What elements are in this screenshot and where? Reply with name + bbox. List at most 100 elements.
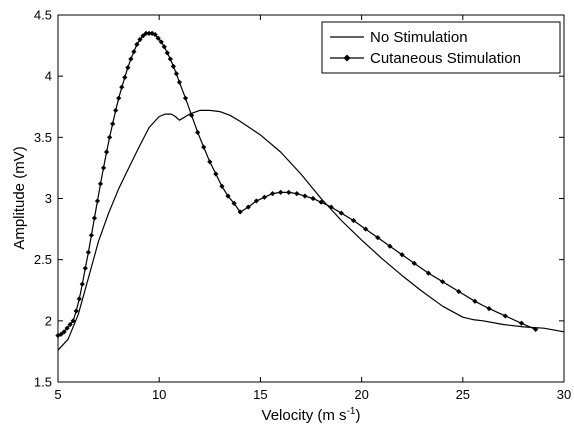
data-point-cutaneous-stimulation <box>411 260 417 266</box>
data-point-cutaneous-stimulation <box>119 84 125 90</box>
data-point-cutaneous-stimulation <box>518 320 525 326</box>
data-point-cutaneous-stimulation <box>61 329 67 335</box>
data-point-cutaneous-stimulation <box>237 209 243 215</box>
data-point-cutaneous-stimulation <box>107 134 113 140</box>
data-point-cutaneous-stimulation <box>439 279 446 285</box>
data-point-cutaneous-stimulation <box>201 144 207 150</box>
x-tick-label: 10 <box>152 387 166 402</box>
data-point-cutaneous-stimulation <box>131 49 137 55</box>
data-point-cutaneous-stimulation <box>167 56 173 62</box>
data-point-cutaneous-stimulation <box>375 235 381 241</box>
series-layer <box>55 30 565 351</box>
data-point-cutaneous-stimulation <box>328 204 334 210</box>
data-point-cutaneous-stimulation <box>472 298 478 304</box>
data-point-cutaneous-stimulation <box>253 198 259 204</box>
data-point-cutaneous-stimulation <box>173 71 180 77</box>
data-point-cutaneous-stimulation <box>533 326 539 332</box>
x-tick-label: 25 <box>456 387 470 402</box>
data-point-cutaneous-stimulation <box>91 215 98 221</box>
y-tick-label: 4 <box>45 69 52 84</box>
y-axis-label: Amplitude (mV) <box>11 146 28 249</box>
data-point-cutaneous-stimulation <box>70 318 76 324</box>
data-point-cutaneous-stimulation <box>113 107 119 114</box>
y-tick-label: 4.5 <box>34 8 52 23</box>
data-point-cutaneous-stimulation <box>100 165 107 171</box>
data-point-cutaneous-stimulation <box>134 41 140 47</box>
data-point-cutaneous-stimulation <box>176 79 183 85</box>
data-point-cutaneous-stimulation <box>286 189 292 195</box>
x-tick-label: 15 <box>253 387 267 402</box>
y-tick-label: 3.5 <box>34 130 52 145</box>
data-point-cutaneous-stimulation <box>456 288 462 295</box>
x-tick-label: 5 <box>54 387 61 402</box>
data-point-cutaneous-stimulation <box>67 321 73 328</box>
y-tick-label: 1.5 <box>34 375 52 390</box>
data-point-cutaneous-stimulation <box>128 56 134 62</box>
data-point-cutaneous-stimulation <box>146 30 152 36</box>
series-line-no-stimulation <box>57 109 565 351</box>
data-point-cutaneous-stimulation <box>79 281 85 287</box>
data-point-cutaneous-stimulation <box>170 63 176 69</box>
data-point-cutaneous-stimulation <box>97 181 104 187</box>
x-tick-label: 30 <box>557 387 571 402</box>
data-point-cutaneous-stimulation <box>88 232 94 238</box>
data-point-cutaneous-stimulation <box>158 39 164 45</box>
data-point-cutaneous-stimulation <box>213 171 219 177</box>
data-point-cutaneous-stimulation <box>338 210 344 216</box>
data-point-cutaneous-stimulation <box>225 193 231 199</box>
y-tick-label: 3 <box>45 191 52 206</box>
data-point-cutaneous-stimulation <box>82 265 88 271</box>
data-point-cutaneous-stimulation <box>261 194 268 200</box>
data-point-cutaneous-stimulation <box>122 74 128 80</box>
data-point-cutaneous-stimulation <box>231 200 237 206</box>
data-point-cutaneous-stimulation <box>116 95 122 101</box>
data-point-cutaneous-stimulation <box>278 189 284 195</box>
data-point-cutaneous-stimulation <box>85 249 91 255</box>
data-point-cutaneous-stimulation <box>318 199 324 205</box>
data-point-cutaneous-stimulation <box>73 308 79 314</box>
data-point-cutaneous-stimulation <box>155 35 161 41</box>
data-point-cutaneous-stimulation <box>76 296 82 302</box>
legend-label-cutaneous-stimulation: Cutaneous Stimulation <box>370 50 521 67</box>
data-point-cutaneous-stimulation <box>140 33 146 39</box>
data-point-cutaneous-stimulation <box>195 129 201 136</box>
data-point-cutaneous-stimulation <box>188 112 195 118</box>
data-point-cutaneous-stimulation <box>110 121 116 127</box>
data-point-cutaneous-stimulation <box>137 36 143 43</box>
x-tick-label: 20 <box>354 387 368 402</box>
data-point-cutaneous-stimulation <box>269 191 276 197</box>
data-point-cutaneous-stimulation <box>387 243 393 249</box>
legend-label-no-stimulation: No Stimulation <box>370 29 468 46</box>
data-point-cutaneous-stimulation <box>149 30 155 36</box>
x-axis-label: Velocity (m s-1) <box>262 406 361 424</box>
data-point-cutaneous-stimulation <box>207 159 213 165</box>
data-point-cutaneous-stimulation <box>143 30 149 36</box>
data-point-cutaneous-stimulation <box>103 149 110 155</box>
data-point-cutaneous-stimulation <box>152 31 158 38</box>
data-point-cutaneous-stimulation <box>302 193 308 199</box>
data-point-cutaneous-stimulation <box>486 306 492 312</box>
data-point-cutaneous-stimulation <box>64 325 70 331</box>
data-point-cutaneous-stimulation <box>164 50 170 56</box>
data-point-cutaneous-stimulation <box>363 226 369 232</box>
legend-box <box>321 21 561 74</box>
data-point-cutaneous-stimulation <box>58 331 64 337</box>
data-point-cutaneous-stimulation <box>502 313 508 319</box>
data-point-cutaneous-stimulation <box>294 191 300 197</box>
y-tick-label: 2.5 <box>34 252 52 267</box>
data-point-cutaneous-stimulation <box>310 195 316 202</box>
data-point-cutaneous-stimulation <box>125 65 131 71</box>
data-point-cutaneous-stimulation <box>219 183 225 189</box>
data-point-cutaneous-stimulation <box>94 198 101 204</box>
legend-marker-cutaneous-stimulation <box>343 54 351 62</box>
data-point-cutaneous-stimulation <box>182 95 189 101</box>
data-point-cutaneous-stimulation <box>350 217 357 224</box>
data-point-cutaneous-stimulation <box>399 252 405 258</box>
y-tick-label: 2 <box>45 313 52 328</box>
legend: No Stimulation Cutaneous Stimulation <box>321 21 561 74</box>
axes-box <box>57 14 565 383</box>
data-point-cutaneous-stimulation <box>245 204 251 210</box>
data-point-cutaneous-stimulation <box>425 270 431 276</box>
data-point-cutaneous-stimulation <box>161 44 167 50</box>
